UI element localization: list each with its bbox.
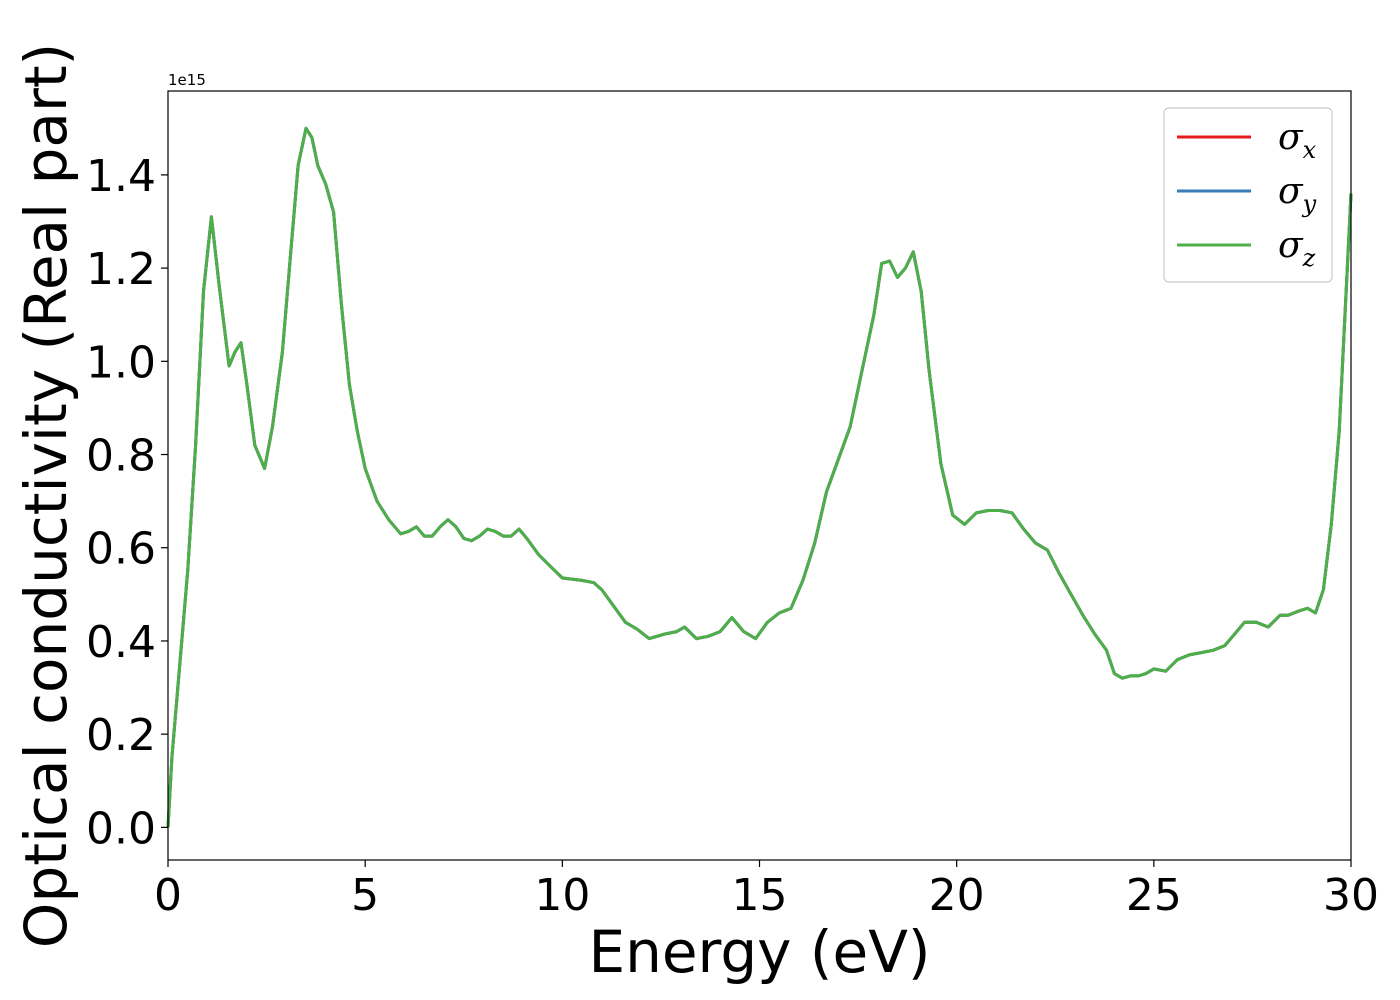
y-tick-label: 0.6 bbox=[86, 524, 156, 575]
x-tick-label: 25 bbox=[1126, 870, 1182, 921]
x-tick-label: 10 bbox=[534, 870, 590, 921]
legend-box bbox=[1163, 107, 1333, 283]
legend: σx σy σz bbox=[1163, 107, 1333, 283]
plot-lines bbox=[166, 126, 1353, 828]
legend-label-y: σy bbox=[1278, 171, 1317, 218]
x-tick-label: 20 bbox=[929, 870, 985, 921]
x-tick-label: 5 bbox=[351, 870, 379, 921]
series-line-z bbox=[166, 126, 1353, 828]
y-offset-label: 1e15 bbox=[168, 71, 206, 89]
x-tick-label: 0 bbox=[154, 870, 182, 921]
x-tick-label: 15 bbox=[732, 870, 788, 921]
legend-label-z: σz bbox=[1278, 225, 1316, 272]
x-axis-label: Energy (eV) bbox=[588, 918, 930, 986]
y-tick-label: 1.4 bbox=[86, 151, 156, 202]
y-ticks: 0.0 0.2 0.4 0.6 0.8 1.0 1.2 1.4 bbox=[86, 151, 168, 854]
y-tick-label: 0.8 bbox=[86, 431, 156, 482]
x-ticks: 0 5 10 15 20 25 30 bbox=[154, 860, 1379, 921]
legend-items: σx σy σz bbox=[1177, 117, 1317, 272]
y-tick-label: 0.4 bbox=[86, 617, 156, 668]
y-tick-label: 1.2 bbox=[86, 244, 156, 295]
y-tick-label: 1.0 bbox=[86, 337, 156, 388]
y-axis-label: Optical conductivity (Real part) bbox=[12, 43, 80, 948]
y-tick-label: 0.0 bbox=[86, 803, 156, 854]
x-tick-label: 30 bbox=[1323, 870, 1379, 921]
legend-label-x: σx bbox=[1278, 117, 1317, 164]
y-tick-label: 0.2 bbox=[86, 710, 156, 761]
